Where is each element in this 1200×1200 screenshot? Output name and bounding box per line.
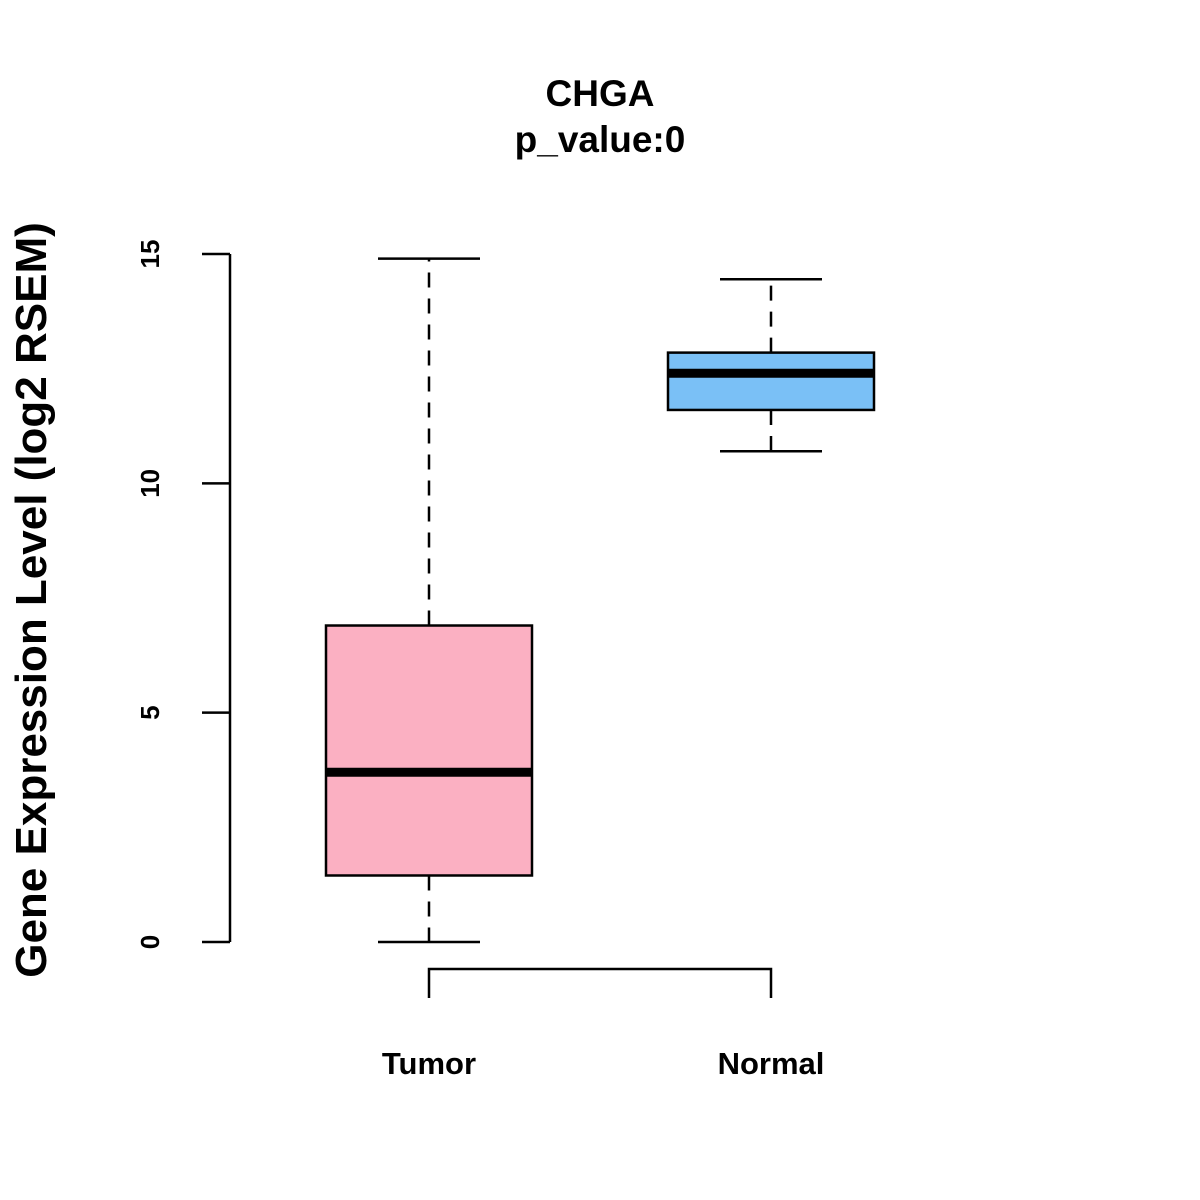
y-tick-label: 0 [135,935,165,949]
x-category-label-tumor: Tumor [382,1046,476,1081]
comparison-bracket [427,967,773,998]
x-category-label-normal: Normal [718,1046,825,1081]
box-iqr [666,351,876,412]
y-axis: 0 5 10 15 [135,240,232,949]
bracket-line [427,967,773,998]
chart-subtitle: p_value:0 [515,119,686,160]
x-axis-category-labels: Tumor Normal [382,1046,824,1081]
y-tick-label: 15 [135,240,165,269]
box-normal [666,277,876,453]
box-iqr [324,624,534,877]
y-tick-label: 10 [135,469,165,498]
y-axis-label: Gene Expression Level (log2 RSEM) [7,222,56,978]
y-tick-label: 5 [135,705,165,719]
box-tumor [324,257,534,944]
box-series [324,257,876,944]
chart-title: CHGA [546,73,655,114]
